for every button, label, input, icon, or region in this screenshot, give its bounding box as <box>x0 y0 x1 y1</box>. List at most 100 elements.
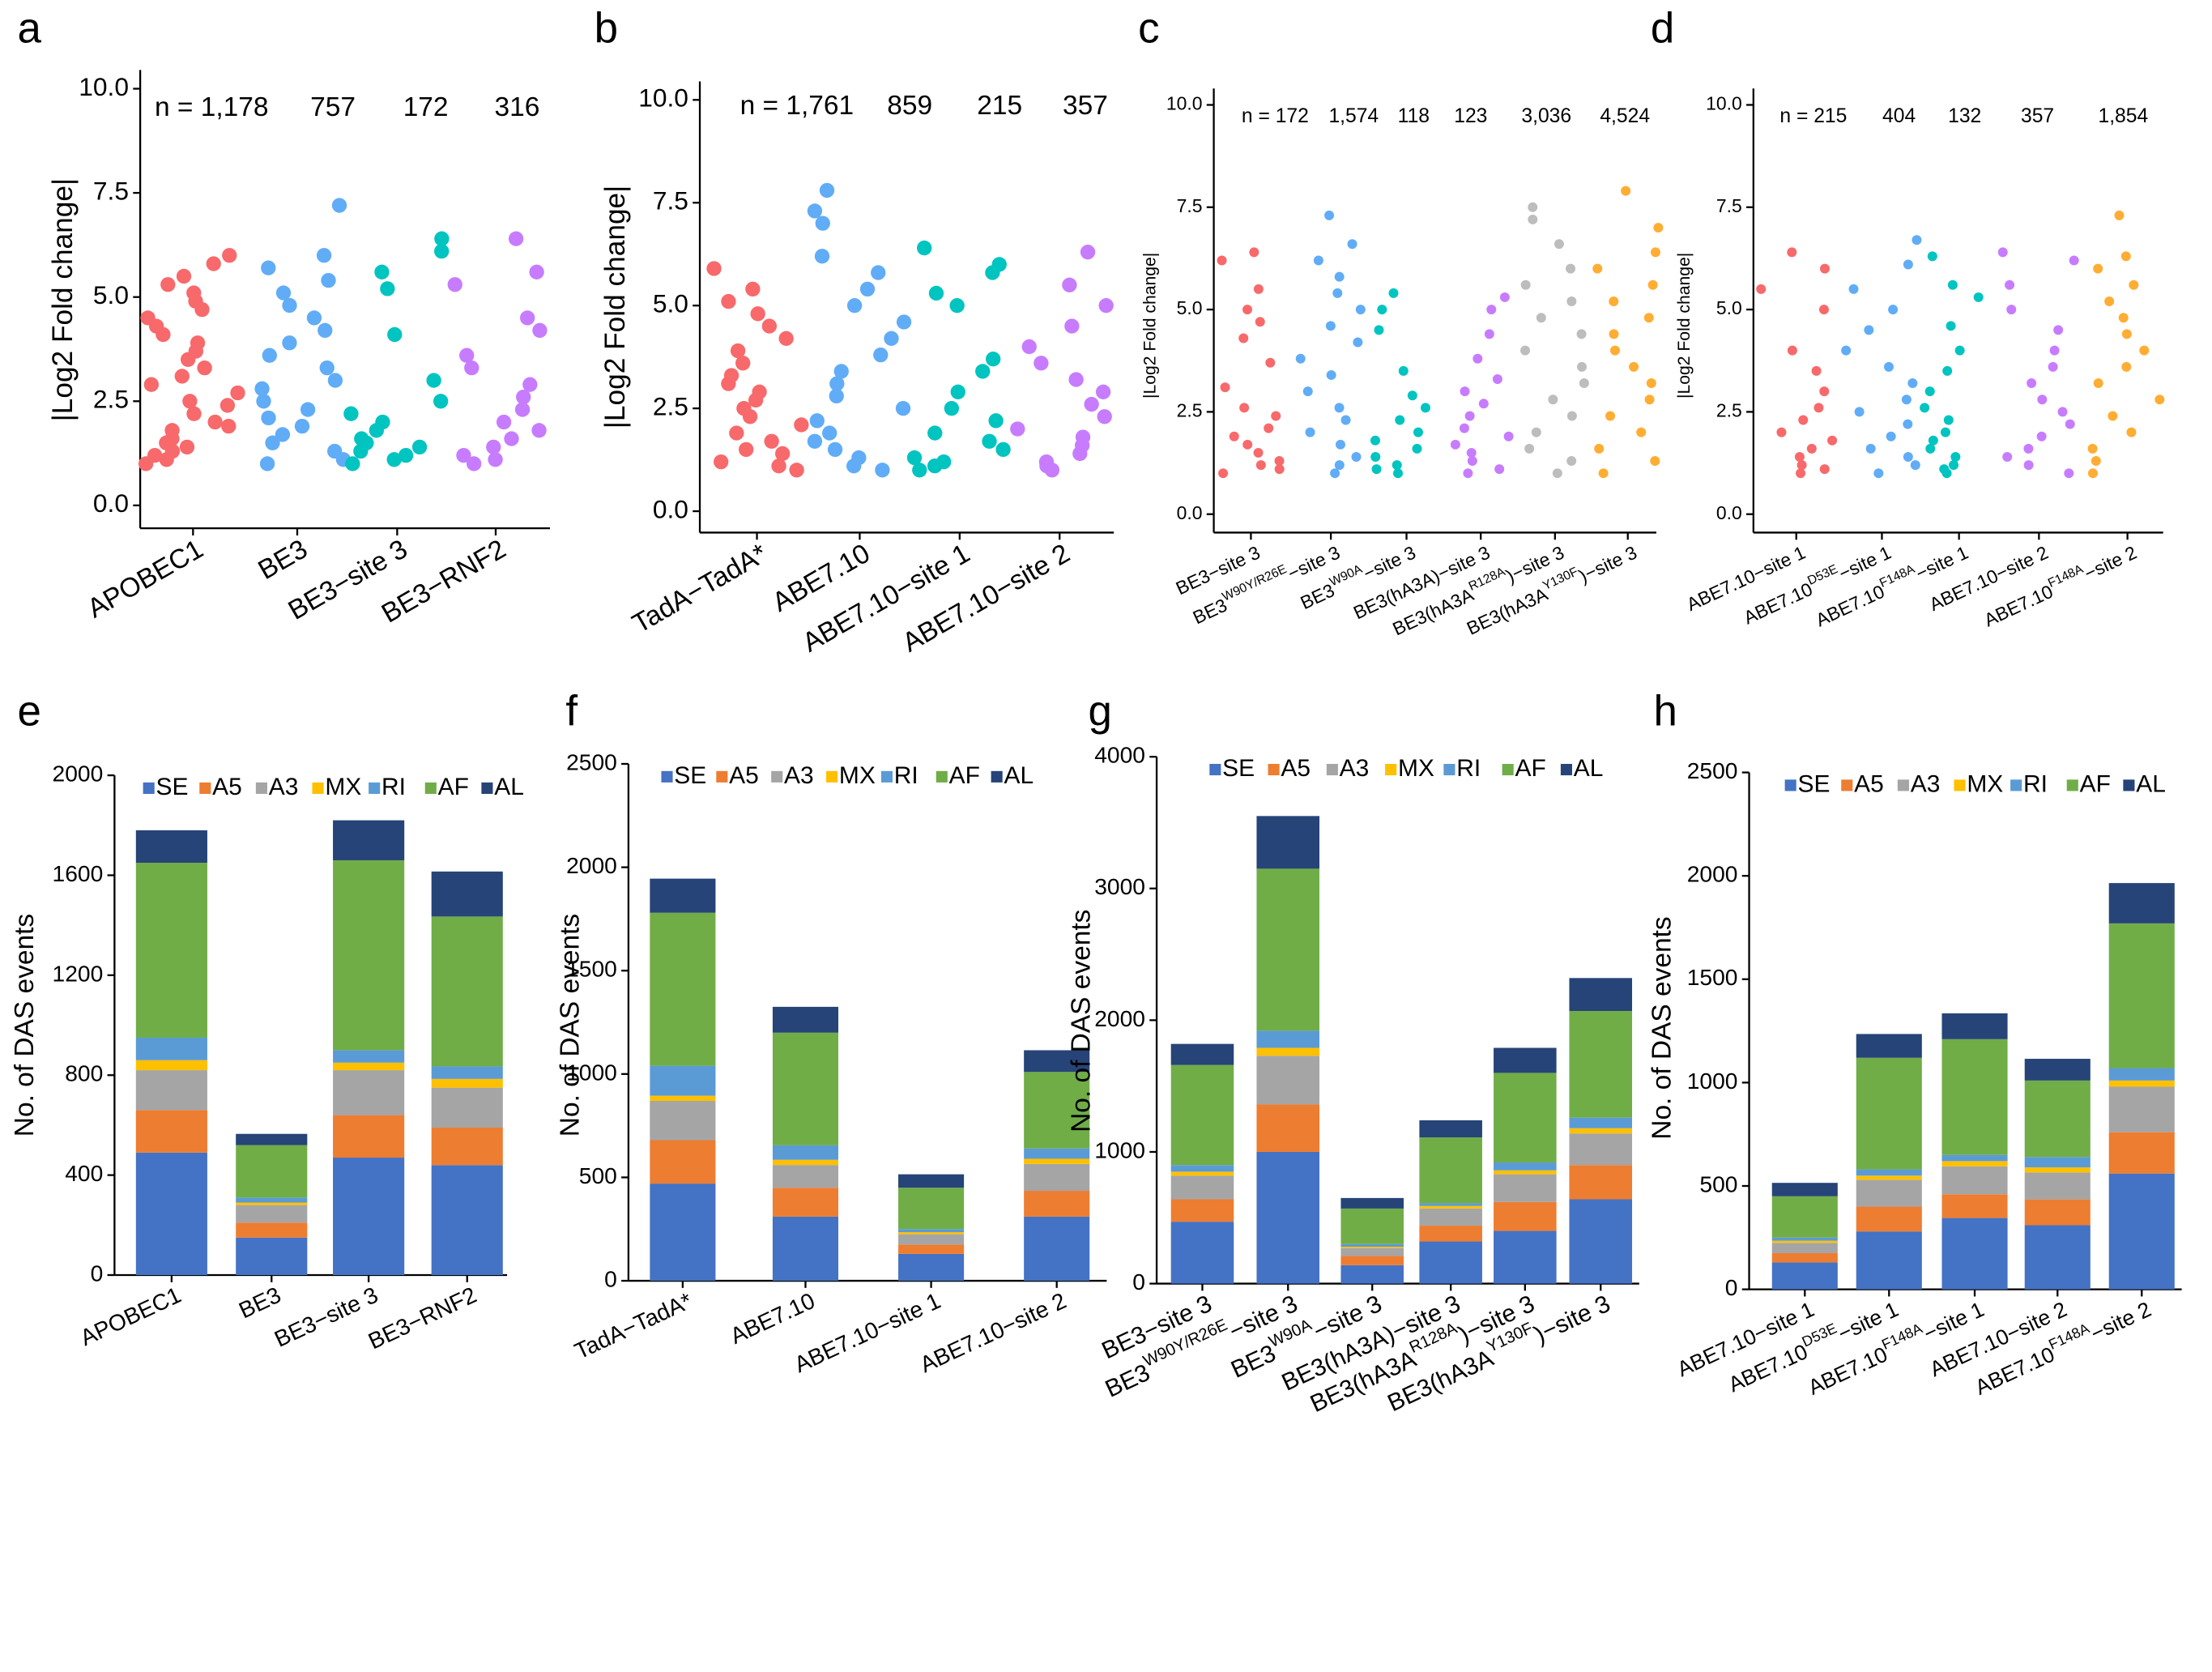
data-point <box>261 410 276 426</box>
bar-segment <box>2108 923 2175 1068</box>
y-tick-label: 2.5 <box>93 385 129 414</box>
y-tick-label: 7.5 <box>1716 195 1742 216</box>
n-label: n = 215 <box>1779 105 1847 127</box>
bar-segment <box>135 830 207 864</box>
data-point <box>2087 468 2098 479</box>
y-tick-label: 0.0 <box>93 488 129 518</box>
legend-label: MX <box>839 762 876 789</box>
bar-segment <box>1256 1047 1320 1056</box>
data-point <box>261 260 276 275</box>
data-point <box>875 463 890 478</box>
bar-segment <box>2024 1199 2091 1226</box>
x-tick-label: BE3 <box>235 1282 285 1324</box>
data-point <box>1242 439 1253 450</box>
y-tick-label: 10.0 <box>638 83 688 113</box>
y-tick-label: 0.0 <box>1177 502 1203 523</box>
data-point <box>1886 431 1896 441</box>
data-point <box>1592 263 1603 274</box>
bar-segment <box>1771 1240 1838 1243</box>
data-point <box>1239 403 1250 413</box>
legend-label: AL <box>494 774 524 800</box>
bar-segment <box>1024 1216 1090 1282</box>
data-point <box>282 335 297 351</box>
data-point <box>1095 384 1111 399</box>
bar-segment <box>1340 1248 1404 1256</box>
data-point <box>488 452 503 467</box>
bar-segment <box>1941 1013 2008 1039</box>
data-point <box>1609 296 1619 306</box>
bar-segment <box>1856 1206 1922 1232</box>
data-point <box>1335 439 1345 450</box>
data-point <box>1098 298 1114 314</box>
data-point <box>1577 361 1588 372</box>
legend-label: AF <box>949 762 980 789</box>
legend-swatch <box>1502 763 1514 776</box>
data-point <box>2053 325 2064 335</box>
bar-segment <box>135 863 207 1038</box>
y-axis-label: |Log2 Fold change| <box>1141 253 1160 399</box>
y-tick-label: 400 <box>65 1160 103 1186</box>
data-point <box>986 352 1001 367</box>
legend-label: A3 <box>269 774 299 800</box>
data-point <box>1787 247 1797 258</box>
data-point <box>219 398 236 413</box>
x-tick-label: BE3−site 3 <box>271 1282 382 1352</box>
data-point <box>771 459 786 474</box>
legend-swatch <box>1268 763 1280 776</box>
data-point <box>851 450 867 466</box>
data-point <box>1888 305 1899 315</box>
data-point <box>2104 296 2115 306</box>
data-point <box>2093 263 2103 274</box>
bar-segment <box>2108 1086 2175 1132</box>
data-point <box>714 454 729 470</box>
data-point <box>1954 345 1965 356</box>
legend-swatch <box>826 770 838 783</box>
legend-label: AL <box>2136 770 2166 797</box>
data-point <box>1325 321 1336 331</box>
data-point <box>815 215 830 231</box>
data-point <box>859 281 876 297</box>
data-point <box>809 413 825 429</box>
data-point <box>2121 361 2132 372</box>
bar-segment <box>1170 1064 1234 1166</box>
data-point <box>1467 456 1477 467</box>
bar-segment <box>1941 1166 2008 1195</box>
y-tick-label: 2000 <box>1094 1005 1145 1031</box>
bar-segment <box>1771 1183 1838 1196</box>
bar-segment <box>650 912 716 1066</box>
data-point <box>1841 345 1852 356</box>
data-point <box>206 256 221 271</box>
legend-swatch <box>255 782 267 795</box>
y-tick-label: 1500 <box>1687 964 1738 990</box>
data-point <box>1460 386 1470 397</box>
data-point <box>1910 460 1920 471</box>
data-point <box>1566 411 1577 421</box>
data-point <box>486 439 501 455</box>
bar-segment <box>1494 1073 1557 1162</box>
data-point <box>2057 407 2068 417</box>
x-tick-label: ABE7.10−site 2 <box>897 539 1075 659</box>
y-tick-label: 0.0 <box>653 494 688 523</box>
data-point <box>1598 468 1609 479</box>
bar-segment <box>1856 1034 1922 1058</box>
data-point <box>1080 245 1096 260</box>
data-point <box>496 414 512 430</box>
data-point <box>1326 369 1336 380</box>
data-point <box>1450 439 1460 450</box>
bar-segment <box>772 1165 839 1188</box>
bar-segment <box>135 1037 207 1060</box>
legend-swatch <box>880 770 893 783</box>
bar-segment <box>898 1174 965 1188</box>
data-point <box>1302 386 1313 397</box>
data-point <box>398 447 414 463</box>
bar-segment <box>650 1095 716 1102</box>
bar-segment <box>2024 1080 2091 1158</box>
data-point <box>466 456 482 471</box>
data-point <box>1609 329 1619 339</box>
data-point <box>1473 353 1483 364</box>
bar-segment <box>135 1060 207 1071</box>
data-point <box>896 314 912 330</box>
data-point <box>1218 468 1229 479</box>
data-point <box>256 394 271 409</box>
data-point <box>1531 427 1541 437</box>
